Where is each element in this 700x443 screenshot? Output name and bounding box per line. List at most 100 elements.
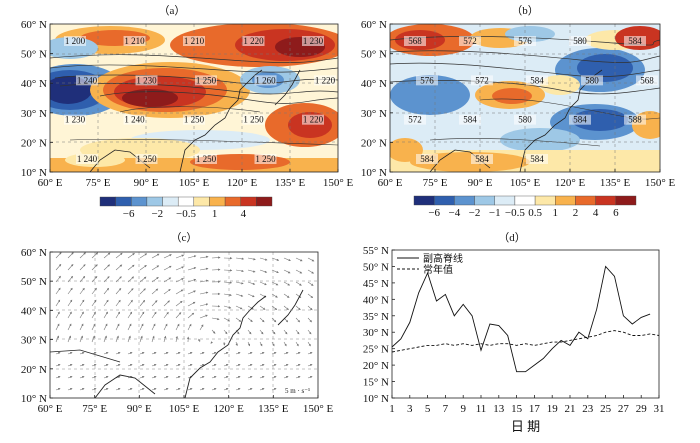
- x-tick-label: 27: [618, 403, 630, 415]
- panel-d-label: （d）: [498, 231, 526, 244]
- y-tick-label: 25° N: [363, 344, 389, 356]
- vector-scale-label: 5 m · s⁻¹: [285, 387, 310, 395]
- colorbar-a-label: 4: [241, 208, 247, 220]
- colorbar-b-swatch: [535, 196, 555, 205]
- panel-b-lon-tick-label: 105° E: [510, 177, 541, 189]
- panel-a-lat-tick-label: 50° N: [21, 49, 47, 61]
- x-tick-label: 3: [407, 403, 413, 415]
- panel-a-lat-tick-label: 40° N: [21, 78, 47, 90]
- colorbar-b-label: 0.5: [528, 207, 542, 219]
- x-tick-label: 15: [511, 403, 523, 415]
- colorbar-b-label: −6: [428, 207, 440, 219]
- panel-c-label: （c）: [171, 231, 198, 244]
- colorbar-b-swatch: [515, 196, 535, 205]
- contour-label-a: 1 230: [65, 115, 86, 125]
- x-axis-label: 日 期: [511, 419, 540, 434]
- panel-a-lat-tick-label: 60° N: [21, 19, 47, 31]
- y-tick-label: 50° N: [363, 261, 389, 273]
- contour-label-a: 1 240: [124, 115, 145, 125]
- contour-label-a: 1 200: [65, 36, 86, 46]
- x-tick-label: 25: [600, 403, 612, 415]
- contour-label-b: 584: [573, 115, 587, 125]
- contour-label-a: 1 260: [255, 75, 276, 85]
- colorbar-a-label: −0.5: [176, 208, 196, 220]
- colorbar-b-swatch: [616, 196, 636, 205]
- contour-label-a: 1 250: [184, 115, 205, 125]
- colorbar-a-label: −2: [151, 208, 163, 220]
- contour-label-b: 588: [628, 115, 642, 125]
- panel-c-lon-tick-label: 75° E: [82, 403, 107, 415]
- legend-label-1: 副高脊线: [423, 252, 463, 265]
- line-chart: 55° N50° N45° N40° N35° N30° N25° N20° N…: [363, 245, 665, 434]
- y-tick-label: 10° N: [363, 393, 389, 405]
- contour-label-a: 1 240: [77, 75, 98, 85]
- colorbar-a-swatch: [147, 197, 163, 206]
- panel-a-lon-tick-label: 135° E: [275, 177, 306, 189]
- panel-a-lat-tick-label: 30° N: [21, 108, 47, 120]
- contour-label-b: 572: [463, 36, 477, 46]
- contour-label-b: 568: [408, 36, 422, 46]
- colorbar-b-swatch: [475, 196, 495, 205]
- contour-label-a: 1 220: [303, 115, 324, 125]
- panel-b-lon-tick-label: 120° E: [555, 177, 586, 189]
- contour-label-a: 1 250: [196, 154, 217, 164]
- panel-c-map: 5 m · s⁻¹: [50, 252, 318, 398]
- panel-a-lon-tick-label: 105° E: [179, 177, 210, 189]
- y-tick-label: 35° N: [363, 311, 389, 323]
- contour-label-b: 584: [475, 154, 489, 164]
- x-tick-label: 9: [460, 403, 466, 415]
- x-tick-label: 13: [493, 403, 505, 415]
- colorbar-a-label: −6: [123, 208, 135, 220]
- y-tick-label: 40° N: [363, 294, 389, 306]
- series-line-1: [392, 266, 650, 371]
- panel-b-label: （b）: [511, 4, 539, 17]
- colorbar-a-swatch: [163, 197, 179, 206]
- colorbar-b-label: −2: [469, 207, 481, 219]
- panel-c-lat-tick-label: 60° N: [21, 247, 47, 259]
- colorbar-b-swatch: [495, 196, 515, 205]
- panel-c-lat-tick-label: 50° N: [21, 276, 47, 288]
- colorbar-b-label: 6: [613, 207, 619, 219]
- colorbar-a-swatch: [116, 197, 132, 206]
- colorbar-a-swatch: [131, 197, 147, 206]
- colorbar-a-swatch: [100, 197, 116, 206]
- panel-a-lon-tick-label: 90° E: [134, 177, 159, 189]
- panel-a-lon-tick-label: 75° E: [86, 177, 111, 189]
- contour-label-b: 580: [573, 36, 587, 46]
- panel-b-lat-tick-label: 40° N: [361, 78, 387, 90]
- contour-label-a: 1 250: [243, 115, 264, 125]
- panel-b-lon-tick-label: 150° E: [645, 177, 676, 189]
- contour-label-b: 576: [420, 75, 434, 85]
- panel-c-lon-tick-label: 60° E: [38, 403, 63, 415]
- panel-a-lon-tick-label: 120° E: [227, 177, 258, 189]
- colorbar-b-swatch: [454, 196, 474, 205]
- panel-c-lat-tick-label: 30° N: [21, 335, 47, 347]
- contour-label-b: 580: [518, 115, 532, 125]
- x-tick-label: 23: [582, 403, 594, 415]
- contour-label-b: 584: [530, 75, 544, 85]
- contour-label-b: 584: [628, 36, 642, 46]
- panel-a-lon-tick-label: 150° E: [323, 177, 354, 189]
- contour-label-b: 572: [408, 115, 422, 125]
- x-tick-label: 31: [654, 403, 665, 415]
- colorbar-b-label: −0.5: [505, 207, 525, 219]
- y-tick-label: 30° N: [363, 327, 389, 339]
- panel-b-lon-tick-label: 135° E: [600, 177, 631, 189]
- contour-label-b: 584: [463, 115, 477, 125]
- panel-b-lat-tick-label: 60° N: [361, 19, 387, 31]
- contour-label-b: 584: [420, 154, 434, 164]
- contour-label-a: 1 220: [243, 36, 264, 46]
- panel-b-lon-tick-label: 90° E: [468, 177, 493, 189]
- y-tick-label: 55° N: [363, 245, 389, 257]
- panel-b-lon-tick-label: 60° E: [378, 177, 403, 189]
- colorbar-a-swatch: [194, 197, 210, 206]
- panel-c-lon-tick-label: 135° E: [258, 403, 289, 415]
- colorbar-b-label: 2: [573, 207, 579, 219]
- panel-a-label: （a）: [159, 4, 186, 17]
- colorbar-b-label: −1: [489, 207, 501, 219]
- y-tick-label: 15° N: [363, 377, 389, 389]
- x-tick-label: 11: [476, 403, 487, 415]
- panel-a-lon-tick-label: 60° E: [38, 177, 63, 189]
